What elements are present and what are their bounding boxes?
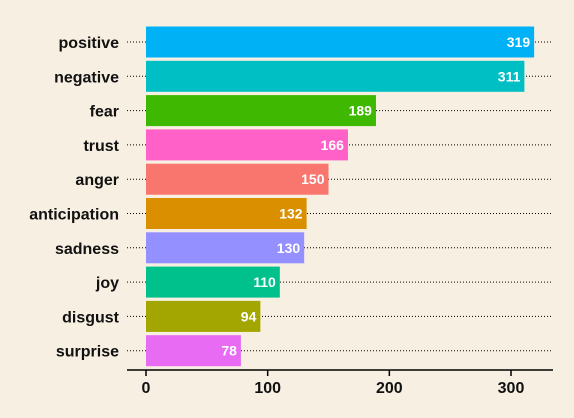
x-tick-label: 300 [498,380,525,397]
category-label-surprise: surprise [56,344,119,361]
bar-anger [146,163,329,195]
x-tick-label: 0 [142,380,151,397]
value-label-sadness: 130 [277,240,301,256]
value-label-anger: 150 [301,171,325,187]
category-label-positive: positive [59,35,120,52]
value-label-disgust: 94 [241,308,257,324]
x-axis: 0 100 200 300 [127,369,553,397]
category-label-fear: fear [90,104,119,121]
bar-trust [146,129,348,161]
bar-fear [146,95,376,127]
bar-anticipation [146,198,307,229]
category-label-joy: joy [95,275,119,292]
category-label-anger: anger [75,172,119,189]
category-label-anticipation: anticipation [29,207,119,224]
bar-negative [146,60,525,92]
value-label-positive: 319 [507,34,531,50]
bar-sadness [146,232,305,264]
value-label-negative: 311 [498,68,521,84]
value-label-fear: 189 [349,103,373,119]
x-tick-label: 100 [254,380,281,397]
value-label-anticipation: 132 [279,206,303,222]
category-label-disgust: disgust [62,309,120,326]
bar-surprise [146,335,241,367]
bar-joy [146,266,280,298]
value-label-layer: 319 311 189 166 150 132 130 110 94 78 [221,34,530,359]
x-tick-label: 200 [376,380,403,397]
bar-layer [146,26,535,367]
category-label-negative: negative [54,69,119,86]
value-label-joy: 110 [253,274,276,290]
bar-positive [146,26,535,58]
bar-disgust [146,300,261,332]
value-label-surprise: 78 [221,343,237,359]
value-label-trust: 166 [321,137,345,153]
category-label-layer: positive negative fear trust anger anticipati… [29,35,119,361]
category-label-trust: trust [83,138,119,155]
category-label-sadness: sadness [55,241,119,258]
